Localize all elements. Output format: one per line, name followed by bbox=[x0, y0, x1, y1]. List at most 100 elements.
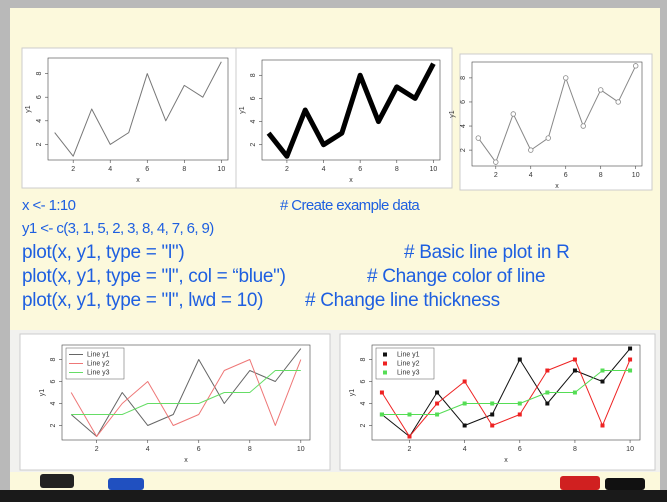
y-tick-label: 8 bbox=[36, 72, 43, 76]
x-axis-label: x bbox=[349, 177, 353, 184]
chart-background bbox=[460, 54, 652, 190]
x-tick-label: 6 bbox=[358, 166, 362, 173]
point bbox=[545, 391, 549, 395]
marker-black bbox=[40, 474, 74, 488]
point bbox=[601, 369, 605, 373]
x-tick-label: 10 bbox=[297, 446, 305, 453]
y-axis-label: y1 bbox=[39, 389, 46, 397]
point bbox=[407, 434, 411, 438]
x-tick-label: 2 bbox=[408, 446, 412, 453]
y-tick-label: 6 bbox=[460, 100, 467, 104]
point bbox=[573, 391, 577, 395]
comment: # Basic line plot in R bbox=[404, 242, 570, 264]
point bbox=[518, 401, 522, 405]
comment: # Change line thickness bbox=[305, 290, 500, 312]
y-axis-label: y1 bbox=[239, 106, 246, 114]
point bbox=[628, 347, 632, 351]
legend-label: Line y3 bbox=[87, 369, 110, 376]
x-tick-label: 4 bbox=[108, 166, 112, 173]
x-tick-label: 6 bbox=[197, 446, 201, 453]
x-tick-label: 8 bbox=[182, 166, 186, 173]
y-tick-label: 6 bbox=[50, 379, 57, 383]
legend-label: Line y3 bbox=[397, 369, 420, 376]
y-tick-label: 4 bbox=[36, 119, 43, 123]
point bbox=[383, 353, 387, 357]
x-tick-label: 4 bbox=[529, 172, 533, 179]
x-tick-label: 2 bbox=[95, 446, 99, 453]
y-tick-label: 6 bbox=[360, 379, 367, 383]
y-tick-label: 4 bbox=[50, 401, 57, 405]
point bbox=[463, 423, 467, 427]
point bbox=[628, 358, 632, 362]
x-tick-label: 2 bbox=[285, 166, 289, 173]
legend-label: Line y1 bbox=[397, 351, 420, 358]
x-tick-label: 6 bbox=[564, 172, 568, 179]
point bbox=[511, 112, 516, 117]
point bbox=[563, 76, 568, 81]
y-tick-label: 2 bbox=[36, 142, 43, 146]
y-tick-label: 2 bbox=[360, 423, 367, 427]
marker-black-2 bbox=[605, 478, 645, 490]
code: x <- 1:10 bbox=[22, 197, 75, 214]
footer-strip bbox=[0, 490, 667, 502]
y-tick-label: 8 bbox=[50, 357, 57, 361]
point bbox=[476, 136, 481, 141]
point bbox=[380, 412, 384, 416]
point bbox=[545, 401, 549, 405]
y-tick-label: 6 bbox=[250, 96, 257, 100]
point bbox=[407, 412, 411, 416]
slide: 2 4 6 8 10 2 4 6 8 x y1 2 4 6 8 10 2 4 6 8 x y1 2 4 6 8 10 2 4 6 8 x y1 2… bbox=[0, 0, 667, 502]
y-tick-label: 8 bbox=[460, 76, 467, 80]
point bbox=[518, 412, 522, 416]
code: plot(x, y1, type = "l", lwd = 10) bbox=[22, 290, 263, 312]
point bbox=[528, 148, 533, 153]
y-tick-label: 2 bbox=[250, 143, 257, 147]
point bbox=[573, 358, 577, 362]
point bbox=[601, 423, 605, 427]
y-axis-label: y1 bbox=[25, 105, 32, 113]
code: y1 <- c(3, 1, 5, 2, 3, 8, 4, 7, 6, 9) bbox=[22, 220, 214, 237]
chart-background bbox=[22, 48, 236, 188]
x-tick-label: 6 bbox=[145, 166, 149, 173]
y-tick-label: 8 bbox=[250, 73, 257, 77]
comment: # Create example data bbox=[280, 197, 419, 214]
comment: # Change color of line bbox=[367, 266, 545, 288]
legend-label: Line y1 bbox=[87, 351, 110, 358]
point bbox=[493, 160, 498, 165]
point bbox=[546, 136, 551, 141]
legend-label: Line y2 bbox=[87, 360, 110, 367]
point bbox=[616, 100, 621, 105]
y-tick-label: 8 bbox=[360, 357, 367, 361]
code: plot(x, y1, type = "l", col = “blue") bbox=[22, 266, 286, 288]
x-tick-label: 2 bbox=[71, 166, 75, 173]
point bbox=[628, 369, 632, 373]
point bbox=[380, 391, 384, 395]
y-axis-label: y1 bbox=[349, 389, 356, 397]
point bbox=[573, 369, 577, 373]
point bbox=[383, 371, 387, 375]
x-tick-label: 6 bbox=[518, 446, 522, 453]
point bbox=[581, 124, 586, 129]
y-tick-label: 4 bbox=[460, 124, 467, 128]
x-tick-label: 8 bbox=[599, 172, 603, 179]
x-tick-label: 4 bbox=[146, 446, 150, 453]
point bbox=[518, 358, 522, 362]
x-tick-label: 8 bbox=[395, 166, 399, 173]
point bbox=[435, 412, 439, 416]
point bbox=[490, 401, 494, 405]
x-tick-label: 8 bbox=[573, 446, 577, 453]
x-tick-label: 8 bbox=[248, 446, 252, 453]
y-tick-label: 2 bbox=[460, 148, 467, 152]
point bbox=[633, 64, 638, 69]
x-tick-label: 2 bbox=[494, 172, 498, 179]
x-tick-label: 10 bbox=[626, 446, 634, 453]
y-tick-label: 6 bbox=[36, 95, 43, 99]
x-axis-label: x bbox=[504, 457, 508, 464]
marker-blue bbox=[108, 478, 144, 490]
y-tick-label: 2 bbox=[50, 423, 57, 427]
point bbox=[435, 401, 439, 405]
point bbox=[463, 380, 467, 384]
x-axis-label: x bbox=[184, 457, 188, 464]
x-axis-label: x bbox=[136, 177, 140, 184]
x-tick-label: 10 bbox=[632, 172, 640, 179]
